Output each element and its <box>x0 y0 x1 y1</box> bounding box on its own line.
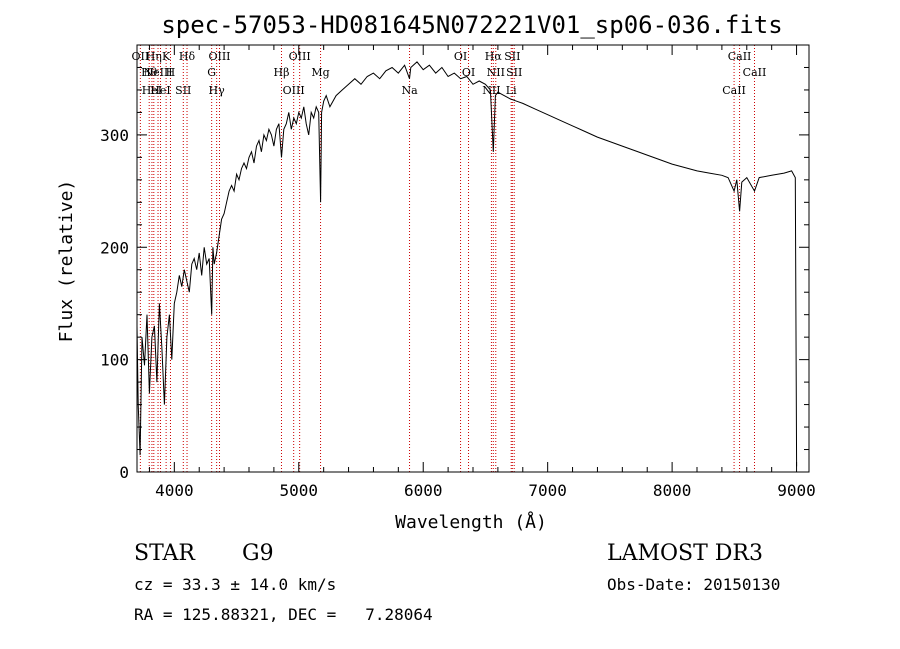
object-class: STAR <box>134 541 196 566</box>
x-tick-label: 7000 <box>528 481 567 500</box>
spectrum-line <box>136 61 798 467</box>
line-marker-label: OIII <box>208 50 230 63</box>
line-marker-label: SII <box>506 66 522 79</box>
line-marker-label: NII <box>482 84 500 97</box>
line-marker-label: NeIII <box>143 66 172 79</box>
line-marker-label: HeI <box>142 84 162 97</box>
line-marker-label: OII <box>132 50 150 63</box>
line-marker-label: SII <box>175 84 191 97</box>
line-marker-label: SII <box>504 50 520 63</box>
line-marker-label: Mg <box>311 66 329 79</box>
line-marker-label: OIII <box>283 84 305 97</box>
line-marker-label: CaII <box>743 66 767 79</box>
line-marker-label: H <box>166 66 176 79</box>
x-axis: 4000 5000 6000 7000 8000 9000 <box>148 45 816 500</box>
line-marker-label: Na <box>401 84 418 97</box>
chart-title: spec-57053-HD081645N072221V01_sp06-036.f… <box>161 11 782 39</box>
line-marker-label: OIII <box>289 50 311 63</box>
line-marker-label: Hγ <box>209 84 226 97</box>
y-tick-label: 0 <box>119 463 129 482</box>
x-axis-label: Wavelength (Å) <box>395 511 547 533</box>
x-tick-label: 8000 <box>653 481 692 500</box>
line-marker-label: Hα <box>485 50 503 63</box>
line-marker-label: Hθ <box>141 66 158 79</box>
line-marker-label: CaII <box>728 50 752 63</box>
y-tick-label: 200 <box>100 238 129 257</box>
line-marker-label: Hδ <box>179 50 196 63</box>
line-markers <box>139 45 755 472</box>
line-marker-label: CaII <box>722 84 746 97</box>
y-axis-label: Flux (relative) <box>56 180 77 343</box>
obs-date: Obs-Date: 20150130 <box>607 575 780 594</box>
x-tick-label: 6000 <box>404 481 443 500</box>
line-marker-label: Hβ <box>274 66 290 79</box>
y-axis: 0 100 200 300 <box>100 66 809 482</box>
line-marker-label: OI <box>462 66 475 79</box>
line-marker-label: HeI <box>150 84 170 97</box>
coordinates: RA = 125.88321, DEC = 7.28064 <box>134 605 433 624</box>
line-marker-label: Li <box>506 84 517 97</box>
plot-frame <box>136 44 810 473</box>
x-tick-label: 4000 <box>155 481 194 500</box>
x-tick-label: 9000 <box>777 481 816 500</box>
line-marker-label: OI <box>454 50 467 63</box>
line-marker-label: Hη <box>146 50 162 63</box>
x-tick-label: 5000 <box>280 481 319 500</box>
object-subclass: G9 <box>242 541 274 566</box>
line-marker-labels: OII Hθ HeI Hη NeIII HeI KH SII Hδ G Hγ OIII Hβ OIII OI… <box>132 50 767 97</box>
survey-name: LAMOST DR3 <box>607 541 763 566</box>
line-marker-label: K <box>162 50 171 63</box>
y-tick-label: 300 <box>100 126 129 145</box>
line-marker-label: G <box>207 66 216 79</box>
redshift-cz: cz = 33.3 ± 14.0 km/s <box>134 575 336 594</box>
y-tick-label: 100 <box>100 351 129 370</box>
line-marker-label: NII <box>487 66 505 79</box>
